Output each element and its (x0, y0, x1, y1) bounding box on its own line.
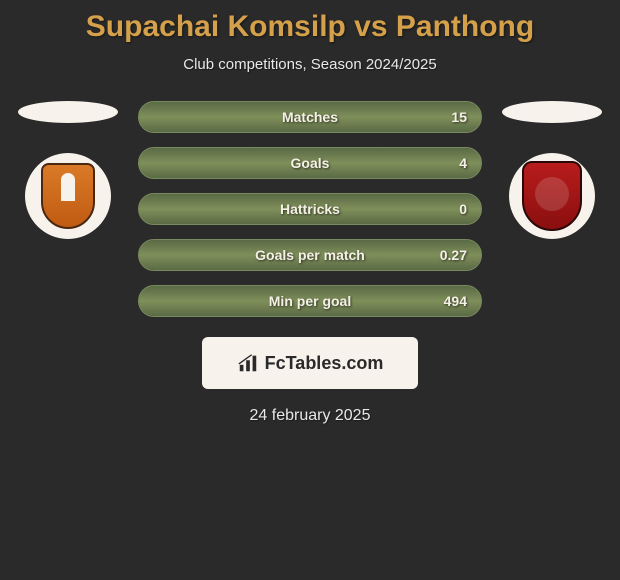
team-badge-right[interactable] (509, 153, 595, 239)
stat-value: 4 (459, 155, 467, 171)
right-column (502, 101, 602, 239)
stat-value: 494 (444, 293, 467, 309)
page-title: Supachai Komsilp vs Panthong (0, 10, 620, 44)
team-badge-left[interactable] (25, 153, 111, 239)
widget-container: Supachai Komsilp vs Panthong Club compet… (0, 0, 620, 435)
player-ellipse-left (18, 101, 118, 123)
stat-row-min-per-goal: Min per goal 494 (138, 285, 482, 317)
stat-label: Min per goal (269, 293, 351, 309)
shield-icon (41, 163, 95, 229)
stat-label: Hattricks (280, 201, 340, 217)
stat-row-hattricks: Hattricks 0 (138, 193, 482, 225)
stat-value: 15 (451, 109, 467, 125)
player-ellipse-right (502, 101, 602, 123)
page-subtitle: Club competitions, Season 2024/2025 (0, 56, 620, 73)
stat-label: Matches (282, 109, 338, 125)
date-label: 24 february 2025 (0, 407, 620, 425)
stat-value: 0 (459, 201, 467, 217)
stats-column: Matches 15 Goals 4 Hattricks 0 Goals per… (138, 101, 482, 317)
shield-icon (522, 161, 582, 231)
logo-label: FcTables.com (265, 353, 384, 374)
stat-label: Goals (291, 155, 330, 171)
stat-row-matches: Matches 15 (138, 101, 482, 133)
stat-row-goals: Goals 4 (138, 147, 482, 179)
main-row: Matches 15 Goals 4 Hattricks 0 Goals per… (0, 101, 620, 317)
source-logo[interactable]: FcTables.com (202, 337, 418, 389)
stat-value: 0.27 (440, 247, 467, 263)
bar-chart-icon (237, 352, 259, 374)
left-column (18, 101, 118, 239)
stat-label: Goals per match (255, 247, 365, 263)
stat-row-goals-per-match: Goals per match 0.27 (138, 239, 482, 271)
